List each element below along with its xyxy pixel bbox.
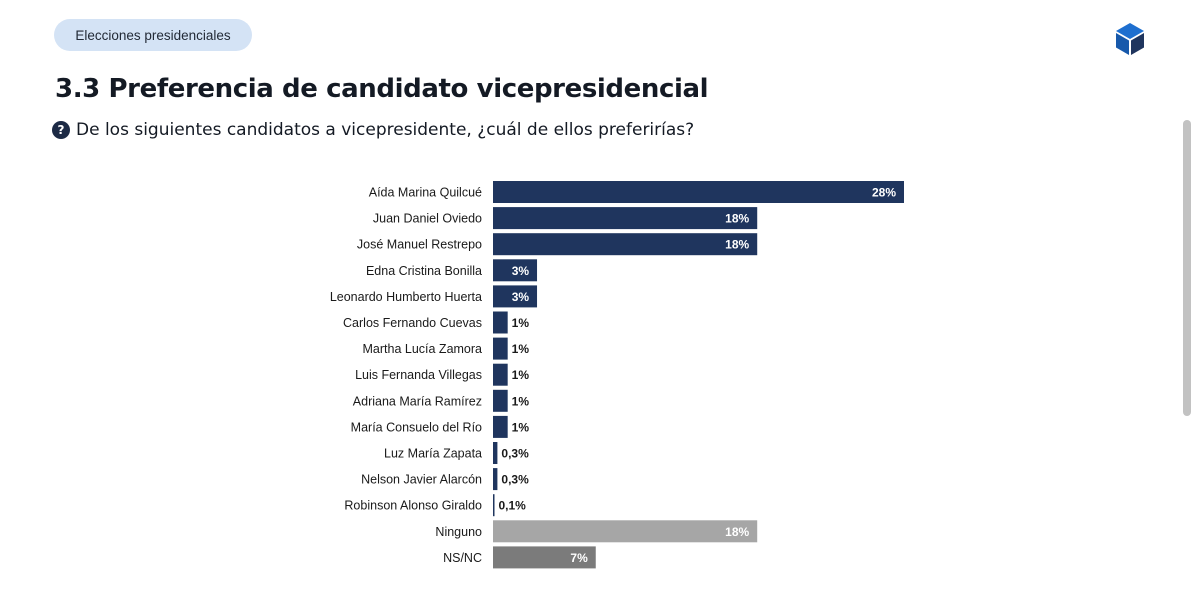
- category-label: Luis Fernanda Villegas: [355, 368, 482, 382]
- chart-title: 3.3 Preferencia de candidato vicepreside…: [55, 74, 709, 104]
- bar: [493, 520, 758, 543]
- value-label: 18%: [725, 212, 749, 226]
- bar: [493, 311, 508, 334]
- chart-subtitle: De los siguientes candidatos a vicepresi…: [76, 120, 695, 140]
- bar: [493, 181, 904, 203]
- bar: [493, 285, 538, 308]
- category-label: NS/NC: [443, 551, 482, 565]
- category-label: Luz María Zapata: [384, 447, 482, 461]
- value-label: 3%: [512, 264, 530, 278]
- category-label: Adriana María Ramírez: [353, 394, 482, 408]
- category-label: Leonardo Humberto Huerta: [330, 290, 482, 304]
- value-label: 18%: [725, 525, 749, 539]
- value-label: 1%: [512, 368, 530, 382]
- cube-logo-icon: [1116, 23, 1144, 55]
- category-label: José Manuel Restrepo: [357, 238, 482, 252]
- value-label: 3%: [512, 290, 530, 304]
- value-label: 1%: [512, 316, 530, 330]
- value-label: 28%: [872, 186, 896, 200]
- category-label: Aída Marina Quilcué: [369, 186, 482, 200]
- category-label: María Consuelo del Río: [351, 420, 482, 434]
- bar: [493, 259, 538, 282]
- value-label: 0,1%: [499, 499, 527, 513]
- category-label: Edna Cristina Bonilla: [366, 264, 482, 278]
- bar: [493, 415, 508, 438]
- category-label: Nelson Javier Alarcón: [361, 473, 482, 487]
- value-label: 1%: [512, 342, 530, 356]
- category-label: Robinson Alonso Giraldo: [344, 499, 482, 513]
- question-icon: ?: [52, 121, 70, 139]
- category-label: Ninguno: [435, 525, 482, 539]
- bar: [493, 468, 498, 491]
- value-label: 1%: [512, 394, 530, 408]
- category-label: Juan Daniel Oviedo: [373, 212, 482, 226]
- bar: [493, 442, 498, 464]
- category-tag-label: Elecciones presidenciales: [75, 27, 231, 43]
- value-label: 7%: [570, 551, 588, 565]
- bar: [493, 389, 508, 412]
- bar: [493, 494, 495, 517]
- value-label: 1%: [512, 420, 530, 434]
- category-label: Carlos Fernando Cuevas: [343, 316, 482, 330]
- bar: [493, 363, 508, 386]
- value-label: 0,3%: [501, 473, 529, 487]
- scrollbar[interactable]: [1183, 120, 1191, 416]
- category-label: Martha Lucía Zamora: [363, 342, 483, 356]
- bar: [493, 337, 508, 360]
- bar: [493, 207, 758, 230]
- category-tag[interactable]: Elecciones presidenciales: [54, 19, 252, 51]
- bar: [493, 546, 596, 569]
- bar: [493, 233, 758, 256]
- value-label: 18%: [725, 238, 749, 252]
- value-label: 0,3%: [501, 447, 529, 461]
- question-row: ? De los siguientes candidatos a vicepre…: [52, 120, 694, 140]
